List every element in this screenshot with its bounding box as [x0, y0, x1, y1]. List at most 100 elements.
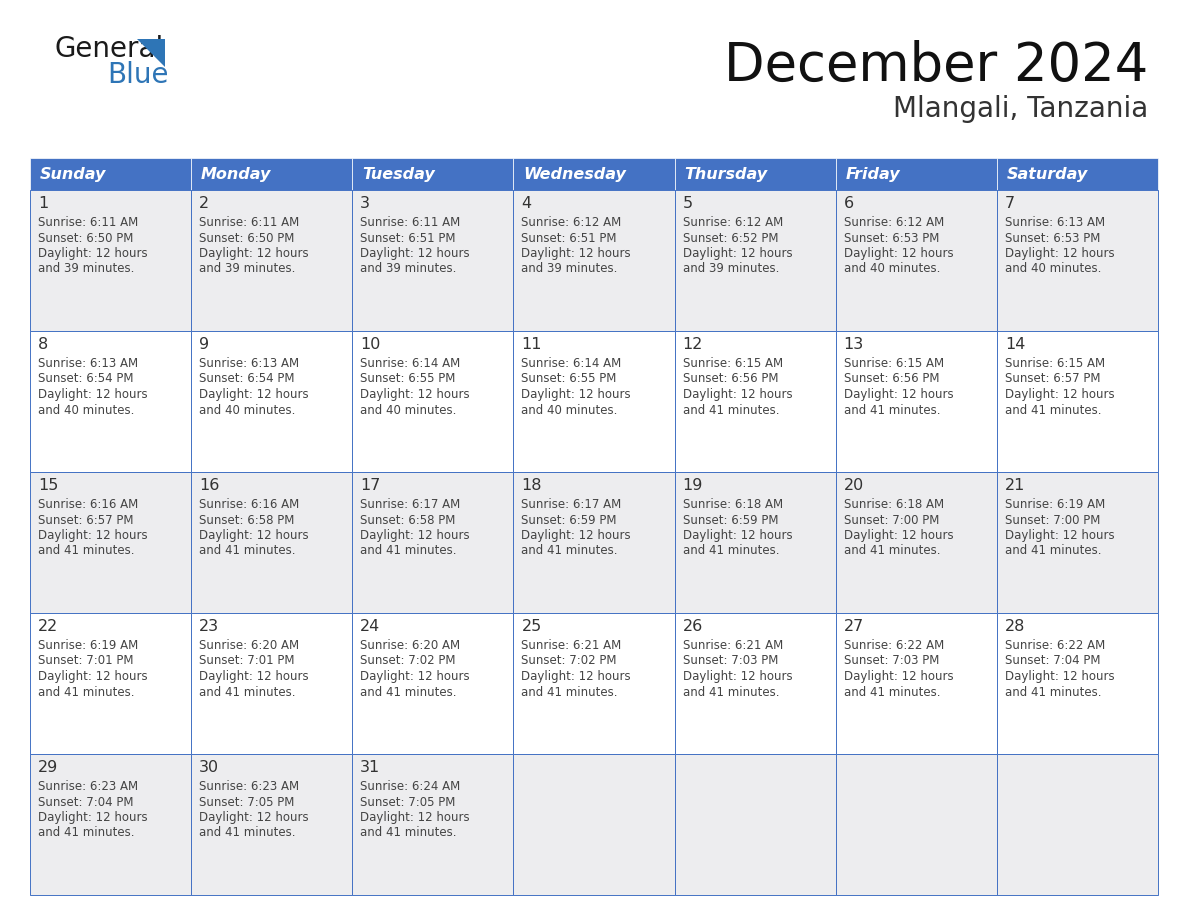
Text: Sunset: 7:02 PM: Sunset: 7:02 PM [522, 655, 617, 667]
Text: Sunset: 6:57 PM: Sunset: 6:57 PM [1005, 373, 1100, 386]
Text: 6: 6 [843, 196, 854, 211]
Bar [513, 754, 675, 895]
Text: 11: 11 [522, 337, 542, 352]
Text: and 40 minutes.: and 40 minutes. [200, 404, 296, 417]
Text: 14: 14 [1005, 337, 1025, 352]
Text: Sunrise: 6:12 AM: Sunrise: 6:12 AM [683, 216, 783, 229]
Text: and 41 minutes.: and 41 minutes. [200, 544, 296, 557]
Text: and 41 minutes.: and 41 minutes. [360, 544, 456, 557]
Text: Sunrise: 6:14 AM: Sunrise: 6:14 AM [360, 357, 461, 370]
Text: 15: 15 [38, 478, 58, 493]
Text: Daylight: 12 hours: Daylight: 12 hours [843, 529, 953, 542]
Text: 20: 20 [843, 478, 864, 493]
Text: Daylight: 12 hours: Daylight: 12 hours [522, 388, 631, 401]
Text: Sunset: 7:05 PM: Sunset: 7:05 PM [200, 796, 295, 809]
Text: Sunset: 6:57 PM: Sunset: 6:57 PM [38, 513, 133, 527]
Bar [835, 613, 997, 754]
Text: Daylight: 12 hours: Daylight: 12 hours [360, 670, 470, 683]
Text: 16: 16 [200, 478, 220, 493]
Text: and 41 minutes.: and 41 minutes. [200, 826, 296, 839]
Text: Sunset: 7:01 PM: Sunset: 7:01 PM [38, 655, 133, 667]
Text: and 41 minutes.: and 41 minutes. [843, 404, 940, 417]
Bar [997, 331, 1158, 472]
Text: and 41 minutes.: and 41 minutes. [38, 686, 134, 699]
Text: Sunrise: 6:17 AM: Sunrise: 6:17 AM [360, 498, 461, 511]
Text: and 41 minutes.: and 41 minutes. [683, 544, 779, 557]
Text: and 40 minutes.: and 40 minutes. [360, 404, 456, 417]
Bar [30, 158, 191, 190]
Text: 26: 26 [683, 619, 703, 634]
Text: and 40 minutes.: and 40 minutes. [522, 404, 618, 417]
Bar [997, 190, 1158, 331]
Bar [353, 613, 513, 754]
Text: General: General [55, 35, 164, 63]
Text: Saturday: Saturday [1007, 167, 1088, 183]
Bar [353, 190, 513, 331]
Bar [191, 613, 353, 754]
Text: Tuesday: Tuesday [362, 167, 435, 183]
Bar [30, 754, 191, 895]
Text: Sunrise: 6:17 AM: Sunrise: 6:17 AM [522, 498, 621, 511]
Bar [835, 190, 997, 331]
Polygon shape [137, 39, 165, 67]
Bar [513, 190, 675, 331]
Text: Sunset: 6:50 PM: Sunset: 6:50 PM [200, 231, 295, 244]
Text: Sunset: 6:51 PM: Sunset: 6:51 PM [360, 231, 456, 244]
Text: Monday: Monday [201, 167, 272, 183]
Text: Daylight: 12 hours: Daylight: 12 hours [38, 811, 147, 824]
Text: 7: 7 [1005, 196, 1015, 211]
Text: 23: 23 [200, 619, 220, 634]
Text: Daylight: 12 hours: Daylight: 12 hours [360, 529, 470, 542]
Text: and 41 minutes.: and 41 minutes. [683, 686, 779, 699]
Text: Sunrise: 6:23 AM: Sunrise: 6:23 AM [200, 780, 299, 793]
Text: 18: 18 [522, 478, 542, 493]
Text: Daylight: 12 hours: Daylight: 12 hours [1005, 529, 1114, 542]
Text: Sunrise: 6:18 AM: Sunrise: 6:18 AM [843, 498, 943, 511]
Bar [191, 158, 353, 190]
Text: Sunrise: 6:15 AM: Sunrise: 6:15 AM [683, 357, 783, 370]
Bar [191, 190, 353, 331]
Text: Sunrise: 6:20 AM: Sunrise: 6:20 AM [200, 639, 299, 652]
Text: Sunrise: 6:22 AM: Sunrise: 6:22 AM [843, 639, 944, 652]
Text: Sunset: 6:58 PM: Sunset: 6:58 PM [200, 513, 295, 527]
Text: 1: 1 [38, 196, 49, 211]
Text: Daylight: 12 hours: Daylight: 12 hours [38, 388, 147, 401]
Bar [997, 613, 1158, 754]
Text: Sunrise: 6:12 AM: Sunrise: 6:12 AM [843, 216, 944, 229]
Bar [997, 754, 1158, 895]
Text: Sunset: 7:04 PM: Sunset: 7:04 PM [1005, 655, 1100, 667]
Text: 8: 8 [38, 337, 49, 352]
Text: Sunset: 7:00 PM: Sunset: 7:00 PM [1005, 513, 1100, 527]
Bar [30, 472, 191, 613]
Text: Sunrise: 6:14 AM: Sunrise: 6:14 AM [522, 357, 621, 370]
Text: Daylight: 12 hours: Daylight: 12 hours [522, 670, 631, 683]
Text: Sunrise: 6:16 AM: Sunrise: 6:16 AM [38, 498, 138, 511]
Bar [675, 190, 835, 331]
Text: Sunset: 6:51 PM: Sunset: 6:51 PM [522, 231, 617, 244]
Text: Sunrise: 6:23 AM: Sunrise: 6:23 AM [38, 780, 138, 793]
Text: 5: 5 [683, 196, 693, 211]
Text: and 39 minutes.: and 39 minutes. [360, 263, 456, 275]
Bar [30, 190, 191, 331]
Bar [675, 331, 835, 472]
Text: Sunrise: 6:15 AM: Sunrise: 6:15 AM [843, 357, 943, 370]
Bar [30, 613, 191, 754]
Text: Sunrise: 6:24 AM: Sunrise: 6:24 AM [360, 780, 461, 793]
Text: 19: 19 [683, 478, 703, 493]
Text: Sunset: 6:55 PM: Sunset: 6:55 PM [522, 373, 617, 386]
Bar [675, 754, 835, 895]
Text: Daylight: 12 hours: Daylight: 12 hours [360, 811, 470, 824]
Bar [353, 331, 513, 472]
Text: Sunrise: 6:11 AM: Sunrise: 6:11 AM [38, 216, 138, 229]
Text: and 41 minutes.: and 41 minutes. [522, 686, 618, 699]
Text: Sunset: 6:52 PM: Sunset: 6:52 PM [683, 231, 778, 244]
Text: Sunset: 7:03 PM: Sunset: 7:03 PM [843, 655, 939, 667]
Text: and 41 minutes.: and 41 minutes. [1005, 404, 1101, 417]
Text: Sunset: 7:05 PM: Sunset: 7:05 PM [360, 796, 456, 809]
Text: Daylight: 12 hours: Daylight: 12 hours [1005, 670, 1114, 683]
Text: Sunrise: 6:13 AM: Sunrise: 6:13 AM [38, 357, 138, 370]
Text: 22: 22 [38, 619, 58, 634]
Text: 24: 24 [360, 619, 380, 634]
Text: and 41 minutes.: and 41 minutes. [843, 686, 940, 699]
Text: Sunrise: 6:21 AM: Sunrise: 6:21 AM [683, 639, 783, 652]
